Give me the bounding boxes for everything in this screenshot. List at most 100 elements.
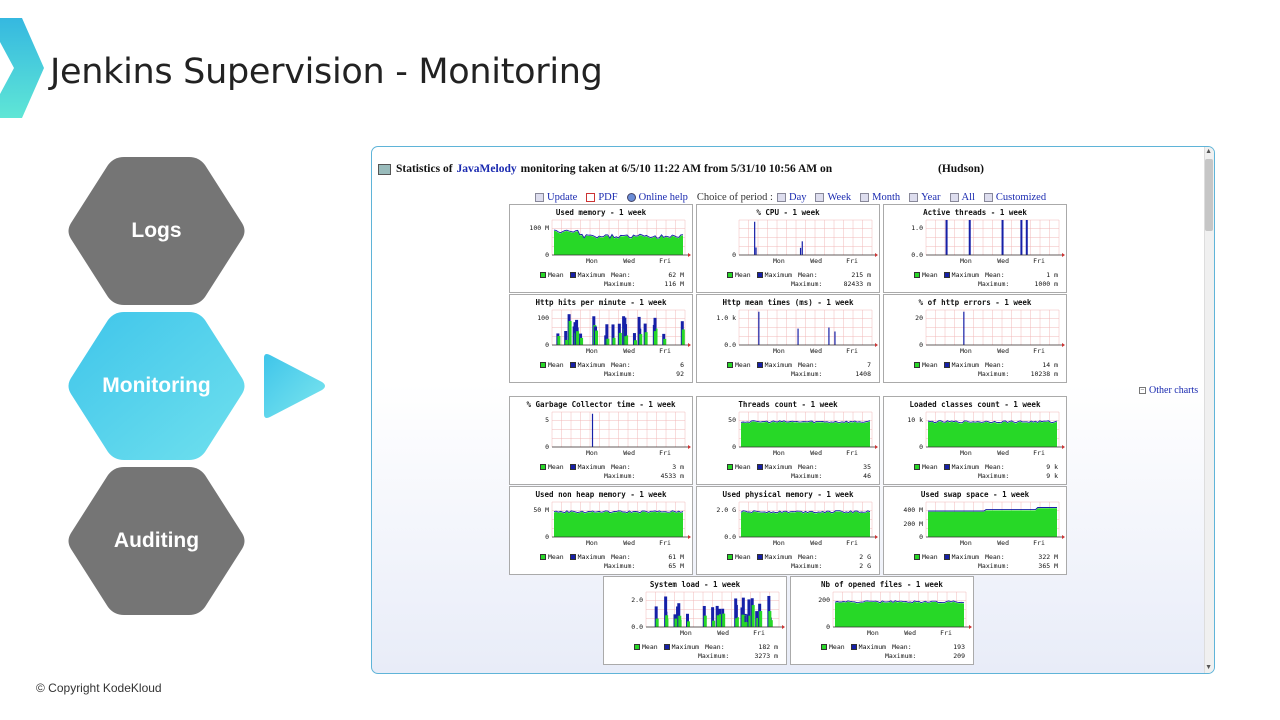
javamelody-screenshot: Statistics of JavaMelody monitoring take… <box>371 146 1215 674</box>
chart-panel[interactable]: Nb of opened files - 1 week 200 0 Mon Wed Fri… <box>790 576 974 665</box>
legend-swatch-max <box>569 362 576 368</box>
series-max-bar <box>711 607 715 627</box>
chart-title: Loaded classes count - 1 week <box>909 400 1041 409</box>
chart-legend: Mean Maximum Mean: <box>540 361 631 369</box>
legend-swatch-mean <box>727 272 733 278</box>
hexagon-label: Logs <box>131 219 182 242</box>
month-label: Month <box>872 192 901 203</box>
mean-value: 182 m <box>758 643 778 651</box>
vertical-scrollbar[interactable]: ▲ ▼ <box>1204 147 1214 673</box>
day-label: Day <box>788 192 807 203</box>
chart-panel[interactable]: Used physical memory - 1 week 2.0 G 0.0 Mon… <box>696 486 880 575</box>
max-label: Maximum: <box>791 472 823 480</box>
chart-panel[interactable]: % of http errors - 1 week 20 0 Mon Wed Fri Mea… <box>883 294 1067 383</box>
x-tick-label: Mon <box>960 539 972 547</box>
chart-title: % of http errors - 1 week <box>918 298 1032 307</box>
x-tick-label: Mon <box>586 257 598 265</box>
period-day[interactable]: Day <box>776 192 807 203</box>
y-tick-label: 1.0 <box>911 224 923 232</box>
x-tick-label: Mon <box>960 257 972 265</box>
period-week[interactable]: Week <box>815 192 851 203</box>
mean-label: Mean: <box>985 271 1005 279</box>
period-year[interactable]: Year <box>909 192 941 203</box>
series-max-bar <box>834 331 836 345</box>
chart-panel[interactable]: % Garbage Collector time - 1 week 5 0 Mon We… <box>509 396 693 485</box>
chart-panel[interactable]: Http mean times (ms) - 1 week 1.0 k 0.0 Mon… <box>696 294 880 383</box>
series-max-bar <box>747 599 751 627</box>
axis-arrow-icon <box>782 625 785 629</box>
x-tick-label: Mon <box>680 629 692 637</box>
series-mean-bar <box>748 615 752 627</box>
series-mean-area <box>554 511 683 537</box>
help-label: Online help <box>638 192 688 203</box>
chart-panel[interactable]: Used non heap memory - 1 week 50 M 0 Mon Wed… <box>509 486 693 575</box>
chart-panel[interactable]: Active threads - 1 week 1.0 0.0 Mon Wed Fri Me… <box>883 204 1067 293</box>
legend-swatch-max <box>756 464 763 470</box>
legend-maximum: Maximum <box>951 553 980 561</box>
chart-panel[interactable]: Threads count - 1 week 50 0 Mon Wed Fri Mean Ma… <box>696 396 880 485</box>
y-tick-label: 0.0 <box>724 341 736 349</box>
legend-mean: Mean <box>548 463 564 471</box>
max-value: 3273 m <box>754 652 778 660</box>
hexagon-monitoring[interactable]: Monitoring <box>66 310 247 462</box>
series-max-bar <box>797 328 799 345</box>
legend-swatch-mean <box>914 554 920 560</box>
javamelody-link[interactable]: JavaMelody <box>456 163 517 175</box>
other-charts-link[interactable]: − Other charts <box>1139 385 1198 396</box>
mean-label: Mean: <box>611 463 631 471</box>
series-mean-bar <box>719 614 723 627</box>
series-max-bar <box>654 606 658 627</box>
x-tick-label: Mon <box>960 449 972 457</box>
axis-arrow-icon <box>1062 445 1065 449</box>
update-link[interactable]: Update <box>535 192 577 203</box>
x-tick-label: Mon <box>586 347 598 355</box>
max-label: Maximum: <box>978 472 1010 480</box>
legend-swatch-mean <box>540 362 546 368</box>
period-month[interactable]: Month <box>860 192 900 203</box>
hexagon-auditing[interactable]: Auditing <box>66 465 247 617</box>
max-value: 116 M <box>664 280 684 288</box>
scroll-down-icon[interactable]: ▼ <box>1205 664 1212 671</box>
period-all[interactable]: All <box>949 192 975 203</box>
legend-swatch-max <box>943 554 950 560</box>
series-max-bar <box>755 247 757 255</box>
x-tick-label: Fri <box>753 629 765 637</box>
chart-panel[interactable]: System load - 1 week 2.0 0.0 Mon Wed Fri Mean M… <box>603 576 787 665</box>
chart-panel[interactable]: Used swap space - 1 week 400 M 200 M 0 Mon We… <box>883 486 1067 575</box>
legend-swatch-mean <box>540 554 546 560</box>
period-custom[interactable]: Customized <box>983 192 1046 203</box>
y-tick-label: 1.0 k <box>716 314 736 322</box>
series-max-bar <box>758 311 760 345</box>
pdf-link[interactable]: PDF <box>586 192 618 203</box>
scroll-up-icon[interactable]: ▲ <box>1205 148 1212 155</box>
legend-swatch-mean <box>914 272 920 278</box>
series-max-bar <box>963 311 965 345</box>
help-icon <box>626 193 636 202</box>
chart-title: % Garbage Collector time - 1 week <box>526 400 676 409</box>
help-link[interactable]: Online help <box>626 192 688 203</box>
legend-swatch-mean <box>727 554 733 560</box>
chart-panel[interactable]: Used memory - 1 week 100 M 0 Mon Wed Fri Mean M… <box>509 204 693 293</box>
axis-arrow-icon <box>875 535 878 539</box>
other-charts-label: Other charts <box>1149 385 1199 396</box>
axis-arrow-icon <box>688 343 691 347</box>
chart-graph: 50 0 Mon Wed Fri <box>728 411 878 457</box>
series-mean-area <box>741 511 870 537</box>
hexagon-logs[interactable]: Logs <box>66 155 247 307</box>
series-max-bar <box>1020 220 1023 255</box>
chart-title: System load - 1 week <box>649 580 741 589</box>
legend-swatch-max <box>756 362 763 368</box>
chart-panel[interactable]: Http hits per minute - 1 week 100 0 Mon Wed F… <box>509 294 693 383</box>
x-tick-label: Mon <box>867 629 879 637</box>
max-value: 365 M <box>1038 562 1058 570</box>
chart-panel[interactable]: % CPU - 1 week 0 Mon Wed Fri Mean Maximum Mean:… <box>696 204 880 293</box>
x-tick-label: Fri <box>1033 257 1045 265</box>
y-tick-label: 0 <box>732 251 736 259</box>
mean-label: Mean: <box>611 271 631 279</box>
chart-panel[interactable]: Loaded classes count - 1 week 10 k 0 Mon Wed… <box>883 396 1067 485</box>
scrollbar-thumb[interactable] <box>1205 159 1213 231</box>
axis-arrow-icon <box>1062 343 1065 347</box>
chart-title: Active threads - 1 week <box>923 208 1027 217</box>
x-tick-label: Wed <box>623 539 635 547</box>
